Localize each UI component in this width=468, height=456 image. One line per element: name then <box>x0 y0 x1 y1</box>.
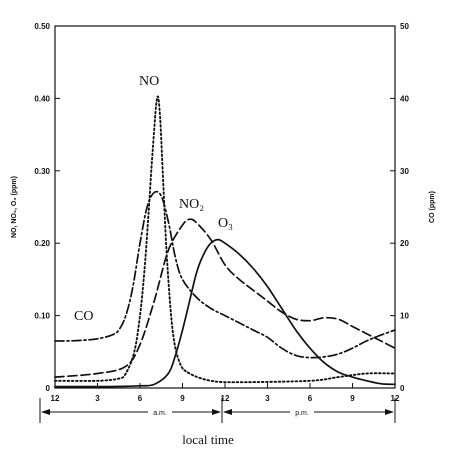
y-left-tick-label: 0.50 <box>34 22 50 31</box>
y-left-tick-label: 0.10 <box>34 312 50 321</box>
y-right-tick-label: 10 <box>400 312 409 321</box>
series-label-o3: O₃ <box>218 216 233 231</box>
y-right-tick-label: 0 <box>400 384 405 393</box>
y-left-tick-label: 0.20 <box>34 239 50 248</box>
y-left-tick-label: 0.30 <box>34 167 50 176</box>
y-right-tick-label: 30 <box>400 167 409 176</box>
x-tick-label: 3 <box>265 394 270 403</box>
period-bar <box>39 398 396 423</box>
y-right-tick-label: 50 <box>400 22 409 31</box>
plot-frame <box>54 25 396 389</box>
x-tick-label: 9 <box>350 394 355 403</box>
left-axis-title: NO, NO₂, O₃ (ppm) <box>11 176 18 238</box>
y-left-tick-label: 0.40 <box>34 94 50 103</box>
series-line-no2 <box>54 218 396 378</box>
series-line-o3 <box>54 238 396 388</box>
y-right-tick-label: 40 <box>400 94 409 103</box>
series-label-no: NO <box>139 74 159 89</box>
y-left-tick-label: 0 <box>46 384 51 393</box>
series-line-no <box>54 95 396 384</box>
series-line-co <box>54 190 396 359</box>
right-axis-title: CO (ppm) <box>429 191 436 223</box>
series-label-co: CO <box>74 309 93 324</box>
period-am: a.m. <box>153 410 167 417</box>
y-right-tick-label: 20 <box>400 239 409 248</box>
x-tick-label: 6 <box>138 394 143 403</box>
period-pm: p.m. <box>295 410 309 417</box>
x-tick-label: 9 <box>180 394 185 403</box>
x-tick-label: 6 <box>308 394 313 403</box>
x-tick-label: 12 <box>221 394 230 403</box>
series-label-no2: NO₂ <box>179 197 204 212</box>
x-tick-label: 3 <box>95 394 100 403</box>
x-axis-title: local time <box>182 432 234 447</box>
x-tick-label: 12 <box>51 394 60 403</box>
